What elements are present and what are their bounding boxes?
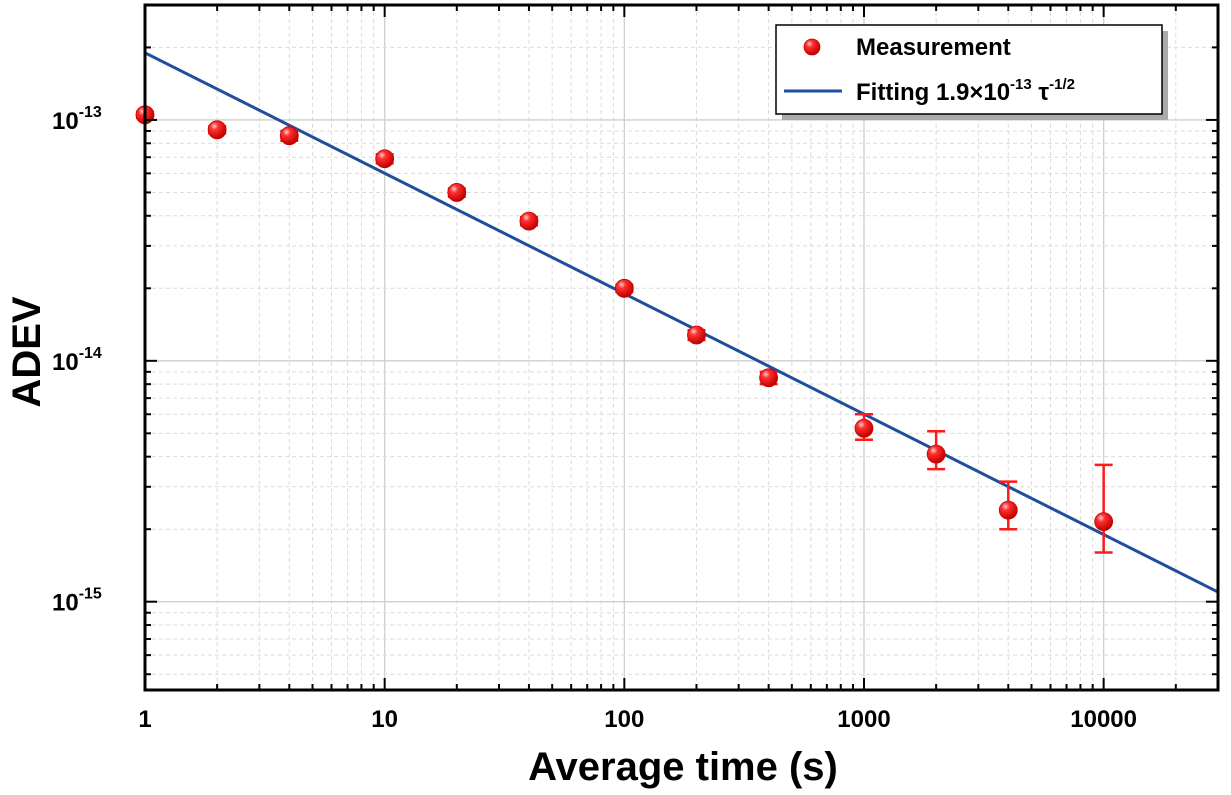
y-tick-label: 10-14 bbox=[52, 345, 102, 376]
x-tick-label: 100 bbox=[604, 706, 644, 733]
fit-line bbox=[145, 51, 1218, 594]
plot-frame bbox=[143, 3, 1220, 692]
data-point bbox=[207, 120, 227, 140]
data-point bbox=[926, 444, 946, 464]
legend-measurement-marker bbox=[803, 38, 821, 56]
x-tick-label: 1 bbox=[138, 706, 151, 733]
axis-ticks bbox=[144, 5, 1219, 690]
x-tick-label: 10000 bbox=[1070, 706, 1137, 733]
data-point bbox=[519, 211, 539, 231]
legend-measurement-label: Measurement bbox=[856, 34, 1011, 61]
data-point bbox=[279, 126, 299, 146]
y-tick-label: 10-13 bbox=[52, 104, 102, 135]
y-tick-label: 10-15 bbox=[52, 586, 102, 617]
measurement-points bbox=[135, 105, 1114, 532]
legend: Measurement Fitting 1.9×10-13 τ-1/2 bbox=[775, 24, 1168, 120]
y-axis-title: ADEV bbox=[5, 296, 49, 407]
data-point bbox=[447, 183, 467, 202]
data-point bbox=[854, 418, 874, 438]
data-point bbox=[614, 278, 634, 298]
data-point bbox=[998, 500, 1018, 520]
legend-box bbox=[775, 24, 1163, 115]
fit-line-layer bbox=[145, 51, 1218, 594]
x-tick-label: 10 bbox=[371, 706, 398, 733]
data-point bbox=[687, 325, 706, 345]
x-tick-labels: 1 10 100 1000 10000 bbox=[138, 706, 1137, 733]
y-tick-labels: 10-13 10-14 10-15 bbox=[52, 104, 102, 617]
data-point bbox=[1094, 512, 1114, 532]
data-point bbox=[759, 368, 779, 388]
legend-fitting-label: Fitting 1.9×10-13 τ-1/2 bbox=[856, 76, 1075, 106]
x-tick-label: 1000 bbox=[837, 706, 890, 733]
data-point bbox=[375, 149, 395, 169]
x-axis-title: Average time (s) bbox=[528, 745, 838, 789]
